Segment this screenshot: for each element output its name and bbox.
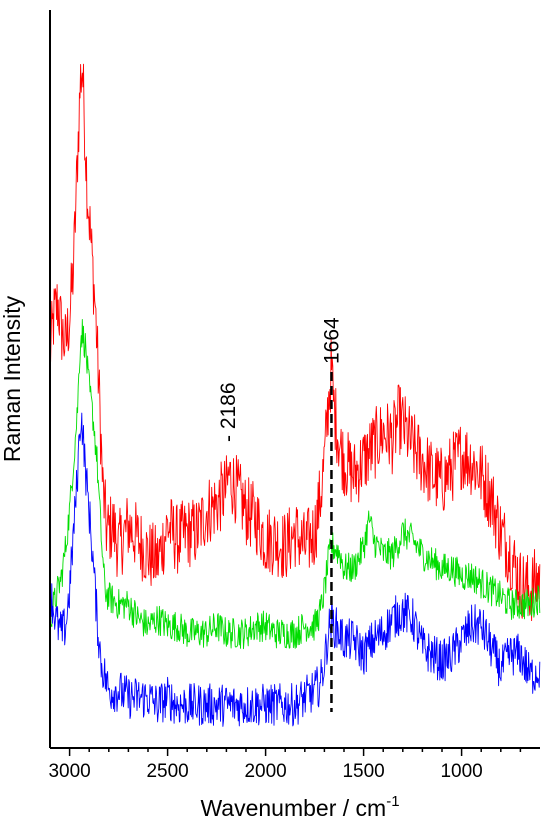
series-layer bbox=[49, 63, 541, 727]
x-axis-title-main: Wavenumber / cm bbox=[200, 795, 386, 821]
x-tick-label-1000: 1000 bbox=[440, 761, 482, 782]
x-tick-label-2500: 2500 bbox=[146, 761, 188, 782]
annotation-1664: 1664 bbox=[320, 317, 343, 364]
y-axis-title: Raman Intensity bbox=[0, 295, 25, 462]
x-tick-label-2000: 2000 bbox=[244, 761, 286, 782]
spectrum-series-3 bbox=[49, 412, 541, 727]
x-axis-title-superscript: -1 bbox=[386, 793, 399, 810]
annotation-layer: 1664 - 2186 bbox=[217, 317, 343, 712]
annotation-2186: - 2186 bbox=[217, 382, 240, 442]
x-tick-label-1500: 1500 bbox=[342, 761, 384, 782]
spectrum-series-1 bbox=[49, 63, 541, 622]
spectrum-series-2 bbox=[49, 319, 541, 650]
x-tick-layer: 3000 2500 2000 1500 1000 bbox=[48, 748, 522, 782]
x-axis-title: Wavenumber / cm-1 bbox=[200, 793, 399, 821]
x-tick-label-3000: 3000 bbox=[48, 761, 90, 782]
